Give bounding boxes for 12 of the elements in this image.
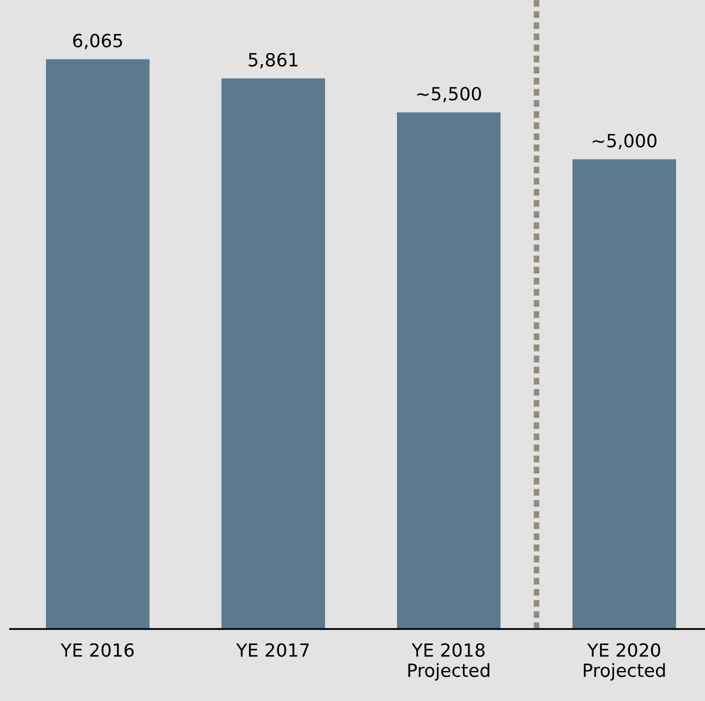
data-label: ~5,000	[592, 134, 656, 150]
data-label: ~5,500	[417, 86, 481, 102]
bar	[46, 59, 150, 629]
data-label: 5,861	[248, 52, 298, 68]
bar	[572, 159, 676, 629]
bar	[396, 112, 501, 629]
bar	[221, 78, 326, 629]
x-tick-label: YE 2017	[236, 643, 309, 657]
x-tick-label: YE 2018 Projected	[408, 643, 490, 681]
x-tick-label: YE 2020 Projected	[584, 643, 665, 681]
data-label: 6,065	[73, 34, 122, 50]
x-tick-label: YE 2016	[60, 643, 134, 657]
